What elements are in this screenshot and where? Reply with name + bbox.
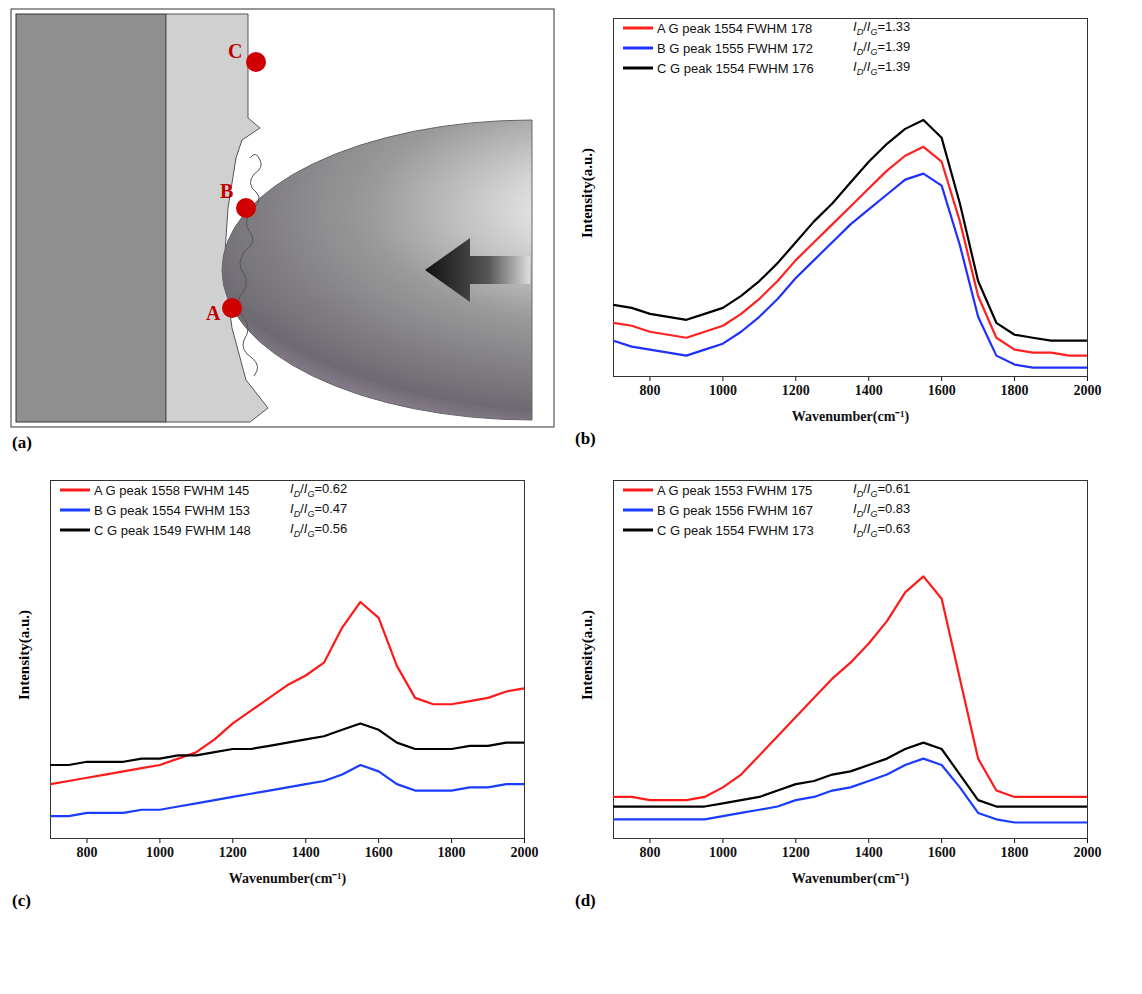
svg-text:C: C	[228, 40, 242, 62]
html-text:ID/ IG=1.39: ID/ IG=1.39	[853, 39, 911, 57]
svg-text:2000: 2000	[1074, 845, 1102, 860]
html-text:ID/ IG=0.83: ID/ IG=0.83	[853, 501, 911, 519]
html-text:(b): (b)	[575, 429, 596, 448]
html-text:C G peak 1554 FWHM 173: C G peak 1554 FWHM 173	[657, 522, 814, 538]
html-text:B G peak 1556 FWHM 167: B G peak 1556 FWHM 167	[657, 502, 814, 518]
svg-text:800: 800	[76, 845, 97, 860]
svg-text:1800: 1800	[1001, 845, 1029, 860]
svg-text:1000: 1000	[709, 845, 737, 860]
svg-text:800: 800	[639, 383, 660, 398]
svg-text:1800: 1800	[438, 845, 466, 860]
svg-text:Wavenumber(cm⁻¹): Wavenumber(cm⁻¹)	[792, 871, 910, 887]
html-text:(d): (d)	[575, 891, 596, 910]
html-text:ID/ IG=0.63: ID/ IG=0.63	[853, 521, 911, 539]
svg-text:1200: 1200	[782, 845, 810, 860]
svg-text:1600: 1600	[928, 845, 956, 860]
html-text:Intensity(a.u.): Intensity(a.u.)	[578, 610, 595, 700]
svg-text:1200: 1200	[219, 845, 247, 860]
svg-text:1600: 1600	[365, 845, 393, 860]
svg-text:2000: 2000	[1074, 383, 1102, 398]
html-text:Intensity(a.u.): Intensity(a.u.)	[578, 148, 595, 238]
svg-text:1800: 1800	[1001, 383, 1029, 398]
html-text:ID/ IG=0.56: ID/ IG=0.56	[290, 521, 348, 539]
svg-text:1000: 1000	[146, 845, 174, 860]
html-text:C G peak 1549 FWHM 148: C G peak 1549 FWHM 148	[94, 522, 251, 538]
html-text:B G peak 1554 FWHM 153: B G peak 1554 FWHM 153	[94, 502, 251, 518]
html-text:ID/ IG=0.61: ID/ IG=0.61	[853, 481, 911, 499]
svg-text:1200: 1200	[782, 383, 810, 398]
svg-text:2000: 2000	[511, 845, 539, 860]
html-text:A G peak 1558 FWHM 145: A G peak 1558 FWHM 145	[94, 482, 250, 498]
html-text:C G peak 1554 FWHM 176: C G peak 1554 FWHM 176	[657, 60, 814, 76]
html-text:ID/ IG=0.62: ID/ IG=0.62	[290, 481, 348, 499]
html-text:B G peak 1555 FWHM 172: B G peak 1555 FWHM 172	[657, 40, 814, 56]
svg-text:A: A	[206, 302, 221, 324]
html-text:Intensity(a.u.): Intensity(a.u.)	[15, 610, 32, 700]
svg-text:800: 800	[639, 845, 660, 860]
html-text:ID/ IG=0.47: ID/ IG=0.47	[290, 501, 348, 519]
html-text:ID/ IG=1.33: ID/ IG=1.33	[853, 19, 911, 37]
svg-text:1400: 1400	[855, 383, 883, 398]
html-text:A G peak 1554 FWHM 178: A G peak 1554 FWHM 178	[657, 20, 813, 36]
html-text:(a): (a)	[12, 433, 32, 452]
svg-text:Wavenumber(cm⁻¹): Wavenumber(cm⁻¹)	[792, 409, 910, 425]
svg-text:1000: 1000	[709, 383, 737, 398]
html-text:A G peak 1553 FWHM 175: A G peak 1553 FWHM 175	[657, 482, 813, 498]
html-text:(c): (c)	[12, 891, 31, 910]
svg-text:1400: 1400	[855, 845, 883, 860]
svg-text:B: B	[220, 180, 233, 202]
html-text:ID/ IG=1.39: ID/ IG=1.39	[853, 59, 911, 77]
svg-text:1600: 1600	[928, 383, 956, 398]
svg-text:Wavenumber(cm⁻¹): Wavenumber(cm⁻¹)	[229, 871, 347, 887]
svg-text:1400: 1400	[292, 845, 320, 860]
